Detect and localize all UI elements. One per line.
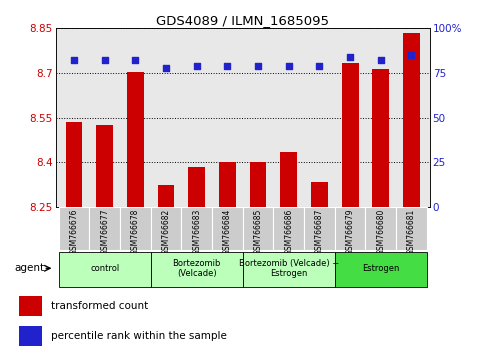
Bar — [304, 207, 335, 250]
Bar — [366, 207, 396, 250]
Bar — [396, 207, 427, 250]
Text: GSM766681: GSM766681 — [407, 209, 416, 255]
Bar — [243, 207, 273, 250]
Bar — [151, 251, 243, 287]
Bar — [188, 167, 205, 207]
Bar — [372, 69, 389, 207]
Bar — [219, 161, 236, 207]
Text: percentile rank within the sample: percentile rank within the sample — [51, 331, 227, 341]
Bar — [273, 207, 304, 250]
Point — [346, 54, 354, 60]
Text: GSM766680: GSM766680 — [376, 209, 385, 255]
Bar — [157, 185, 174, 207]
Bar — [335, 207, 366, 250]
Bar — [403, 33, 420, 207]
Text: GSM766684: GSM766684 — [223, 209, 232, 255]
Text: GSM766683: GSM766683 — [192, 209, 201, 255]
Bar — [58, 207, 89, 250]
Bar — [212, 207, 243, 250]
Text: GSM766678: GSM766678 — [131, 209, 140, 255]
Bar — [341, 63, 358, 207]
Bar — [311, 182, 328, 207]
Bar — [127, 72, 144, 207]
Point — [131, 58, 139, 63]
Text: GSM766676: GSM766676 — [70, 209, 78, 255]
Title: GDS4089 / ILMN_1685095: GDS4089 / ILMN_1685095 — [156, 14, 329, 27]
Point — [70, 58, 78, 63]
Bar — [19, 326, 42, 346]
Text: GSM766686: GSM766686 — [284, 209, 293, 255]
Text: Bortezomib (Velcade) +
Estrogen: Bortezomib (Velcade) + Estrogen — [239, 258, 339, 278]
Point — [377, 58, 384, 63]
Bar — [280, 152, 297, 207]
Point — [224, 63, 231, 69]
Bar — [120, 207, 151, 250]
Text: GSM766687: GSM766687 — [315, 209, 324, 255]
Text: transformed count: transformed count — [51, 301, 149, 311]
Point — [254, 63, 262, 69]
Text: agent: agent — [14, 263, 44, 273]
Bar — [58, 251, 151, 287]
Bar — [243, 251, 335, 287]
Point — [315, 63, 323, 69]
Bar — [19, 296, 42, 316]
Text: control: control — [90, 264, 119, 273]
Point — [408, 52, 415, 58]
Bar — [151, 207, 181, 250]
Bar — [181, 207, 212, 250]
Text: Estrogen: Estrogen — [362, 264, 399, 273]
Bar — [66, 122, 83, 207]
Text: GSM766685: GSM766685 — [254, 209, 263, 255]
Point — [285, 63, 293, 69]
Bar — [89, 207, 120, 250]
Point — [193, 63, 200, 69]
Text: GSM766679: GSM766679 — [346, 209, 355, 255]
Text: Bortezomib
(Velcade): Bortezomib (Velcade) — [172, 258, 221, 278]
Point — [162, 65, 170, 70]
Text: GSM766677: GSM766677 — [100, 209, 109, 255]
Bar — [335, 251, 427, 287]
Point — [101, 58, 109, 63]
Text: GSM766682: GSM766682 — [161, 209, 170, 255]
Bar — [96, 125, 113, 207]
Bar — [250, 162, 267, 207]
